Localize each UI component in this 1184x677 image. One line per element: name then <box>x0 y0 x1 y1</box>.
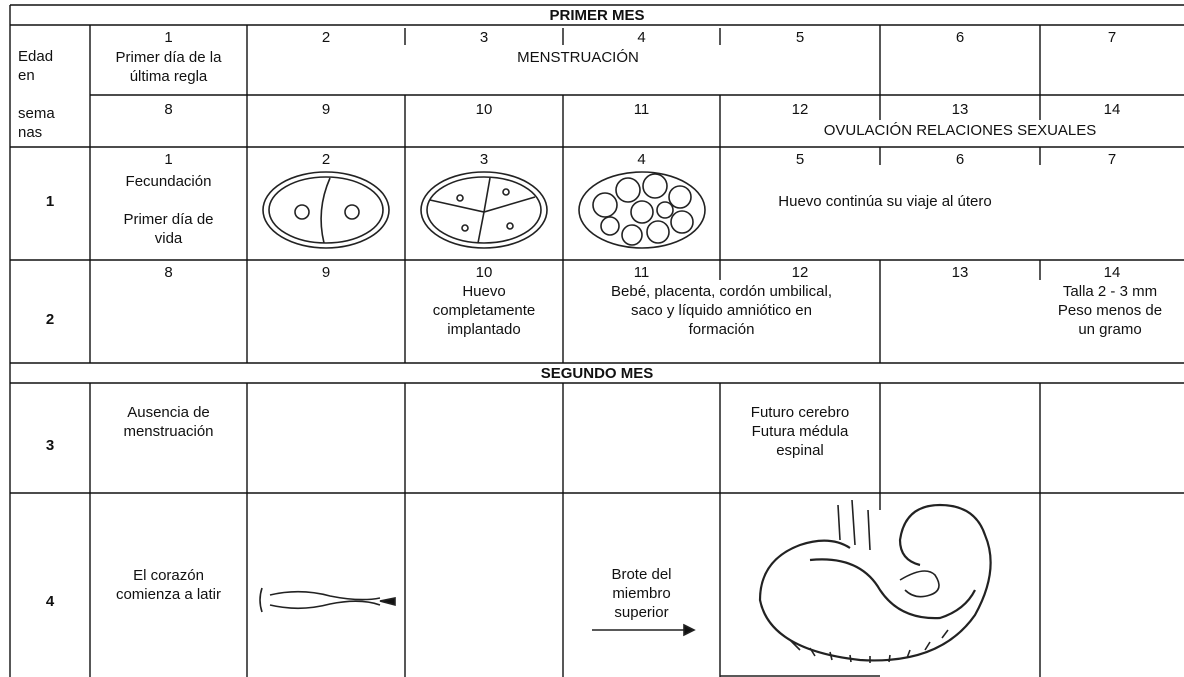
week-note: Futuro cerebro Futura médula espinal <box>750 404 850 459</box>
arrow-head <box>683 623 696 637</box>
week-number: 4 <box>45 593 55 610</box>
nucleus <box>461 224 469 232</box>
egg-outline <box>420 171 548 249</box>
day-number: 8 <box>164 264 173 281</box>
week-number: 3 <box>45 437 55 454</box>
day-number: 7 <box>1107 151 1117 168</box>
day-number: 14 <box>1103 264 1121 281</box>
cycle-note: OVULACIÓN RELACIONES SEXUALES <box>823 122 1097 139</box>
week-note: El corazón comienza a latir <box>115 567 222 603</box>
week-note: Fecundación Primer día de vida <box>123 173 214 247</box>
limb-bud <box>899 570 940 598</box>
day-number: 11 <box>633 101 650 118</box>
week-note: Huevo continúa su viaje al útero <box>778 193 992 210</box>
day-number: 5 <box>795 151 805 168</box>
day-number: 12 <box>791 101 809 118</box>
week-note: Huevo completamente implantado <box>432 283 536 338</box>
somites <box>789 629 949 663</box>
day-number: 3 <box>479 151 489 168</box>
nucleus <box>502 188 510 196</box>
cycle-note: MENSTRUACIÓN <box>517 49 639 66</box>
day-number: 11 <box>633 264 650 281</box>
cell-division <box>320 177 331 244</box>
week-note: Bebé, placenta, cordón umbilical, saco y… <box>611 283 832 338</box>
week-note: Brote del miembro superior <box>611 566 672 621</box>
arrow-head <box>379 597 396 607</box>
week-note: Talla 2 - 3 mm Peso menos de un gramo <box>1057 283 1163 338</box>
day-number: 9 <box>321 101 331 118</box>
nucleus <box>456 194 464 202</box>
day-number: 4 <box>637 151 646 168</box>
day-number: 7 <box>1107 29 1117 46</box>
egg-outline <box>578 171 706 249</box>
nucleus <box>344 204 360 220</box>
nucleus <box>506 222 514 230</box>
day-number: 13 <box>951 264 969 281</box>
age-label: sema nas <box>18 105 55 141</box>
day-number: 6 <box>955 151 965 168</box>
day-number: 4 <box>637 29 646 46</box>
heart-tube <box>259 587 381 613</box>
morula-cells <box>592 173 694 246</box>
cycle-note: Primer día de la última regla <box>115 49 222 85</box>
day-number: 1 <box>164 151 173 168</box>
week-number: 2 <box>45 311 55 328</box>
week-note: Ausencia de menstruación <box>123 404 214 440</box>
illustrations <box>259 171 992 677</box>
day-number: 9 <box>321 264 331 281</box>
day-number: 1 <box>164 29 173 46</box>
nucleus <box>294 204 310 220</box>
month-header: PRIMER MES <box>549 7 645 24</box>
egg-inner <box>426 176 542 244</box>
egg-outline <box>262 171 390 249</box>
month-header: SEGUNDO MES <box>540 365 654 382</box>
egg-inner <box>268 176 384 244</box>
cell-division <box>429 177 536 244</box>
day-number: 8 <box>164 101 173 118</box>
embryo-arches <box>837 499 871 551</box>
age-label: Edad en <box>18 48 54 84</box>
day-number: 3 <box>479 29 489 46</box>
week-number: 1 <box>45 193 55 210</box>
day-number: 2 <box>321 29 331 46</box>
day-number: 5 <box>795 29 805 46</box>
embryo <box>758 503 992 662</box>
day-number: 13 <box>951 101 969 118</box>
day-number: 2 <box>321 151 331 168</box>
day-number: 14 <box>1103 101 1121 118</box>
day-number: 10 <box>475 264 493 281</box>
day-number: 6 <box>955 29 965 46</box>
day-number: 12 <box>791 264 809 281</box>
day-number: 10 <box>475 101 493 118</box>
